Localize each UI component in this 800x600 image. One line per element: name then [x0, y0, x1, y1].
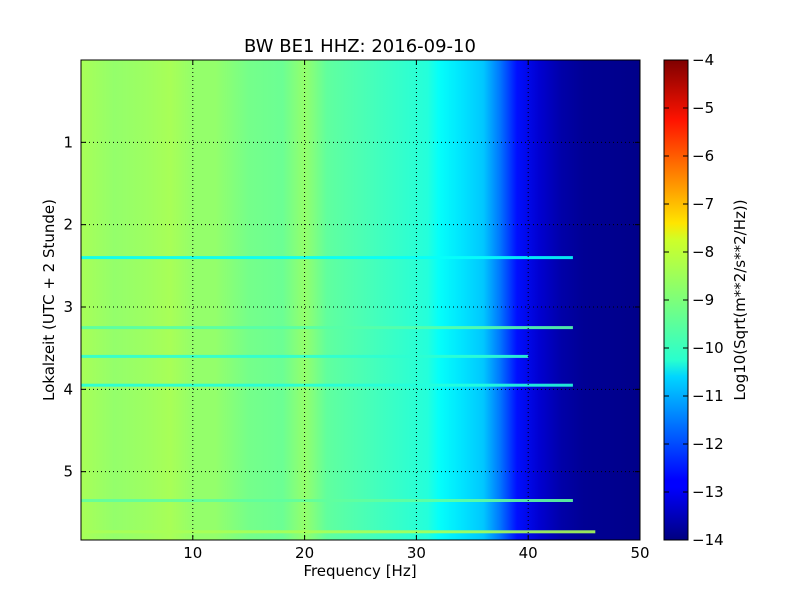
horizontal-band: [81, 383, 573, 387]
x-axis-ticks: 10 20 30 40 50: [183, 60, 650, 562]
colorbar-tick-label: −9: [692, 291, 714, 309]
y-axis-ticks: 1 2 3 4 5: [63, 133, 640, 481]
chart-title: BW BE1 HHZ: 2016-09-10: [244, 36, 476, 57]
colorbar-tick-label: −8: [692, 243, 714, 261]
colorbar-tick-label: −13: [692, 483, 724, 501]
spectrogram-image: [81, 60, 640, 540]
colorbar-tick-label: −5: [692, 99, 714, 117]
horizontal-band: [81, 530, 596, 534]
colorbar-label: Log10(Sqrt(m**2/s**2/Hz)): [731, 199, 749, 400]
x-tick-label: 50: [630, 544, 649, 562]
colorbar-tick-label: −12: [692, 435, 724, 453]
y-tick-label: 4: [63, 380, 73, 398]
horizontal-band: [81, 256, 573, 260]
horizontal-band: [81, 499, 573, 502]
grid-lines: [81, 60, 640, 540]
y-tick-label: 5: [63, 463, 73, 481]
x-tick-label: 30: [407, 544, 426, 562]
y-tick-label: 2: [63, 216, 73, 234]
colorbar-tick-label: −4: [692, 51, 714, 69]
y-tick-label: 1: [63, 133, 73, 151]
x-axis-label: Frequency [Hz]: [303, 562, 416, 580]
plot-frame: [80, 59, 641, 541]
x-tick-label: 20: [295, 544, 314, 562]
colorbar-tick-label: −7: [692, 195, 714, 213]
colorbar-ticks: −4 −5 −6 −7 −8 −9 −10 −11 −12 −13 −14: [664, 51, 724, 549]
spectrogram-plot-area: 10 20 30 40 50 1 2 3 4 5: [63, 59, 650, 562]
colorbar-tick-label: −6: [692, 147, 714, 165]
horizontal-band: [81, 326, 573, 330]
colorbar-tick-label: −10: [692, 339, 724, 357]
x-tick-label: 10: [183, 544, 202, 562]
colorbar: −4 −5 −6 −7 −8 −9 −10 −11 −12 −13 −14 Log10(Sqrt(m…: [663, 51, 749, 549]
y-tick-label: 3: [63, 298, 73, 316]
y-axis-label: Lokalzeit (UTC + 2 Stunde): [40, 199, 58, 401]
colorbar-tick-label: −11: [692, 387, 724, 405]
colorbar-tick-label: −14: [692, 531, 724, 549]
x-tick-label: 40: [519, 544, 538, 562]
